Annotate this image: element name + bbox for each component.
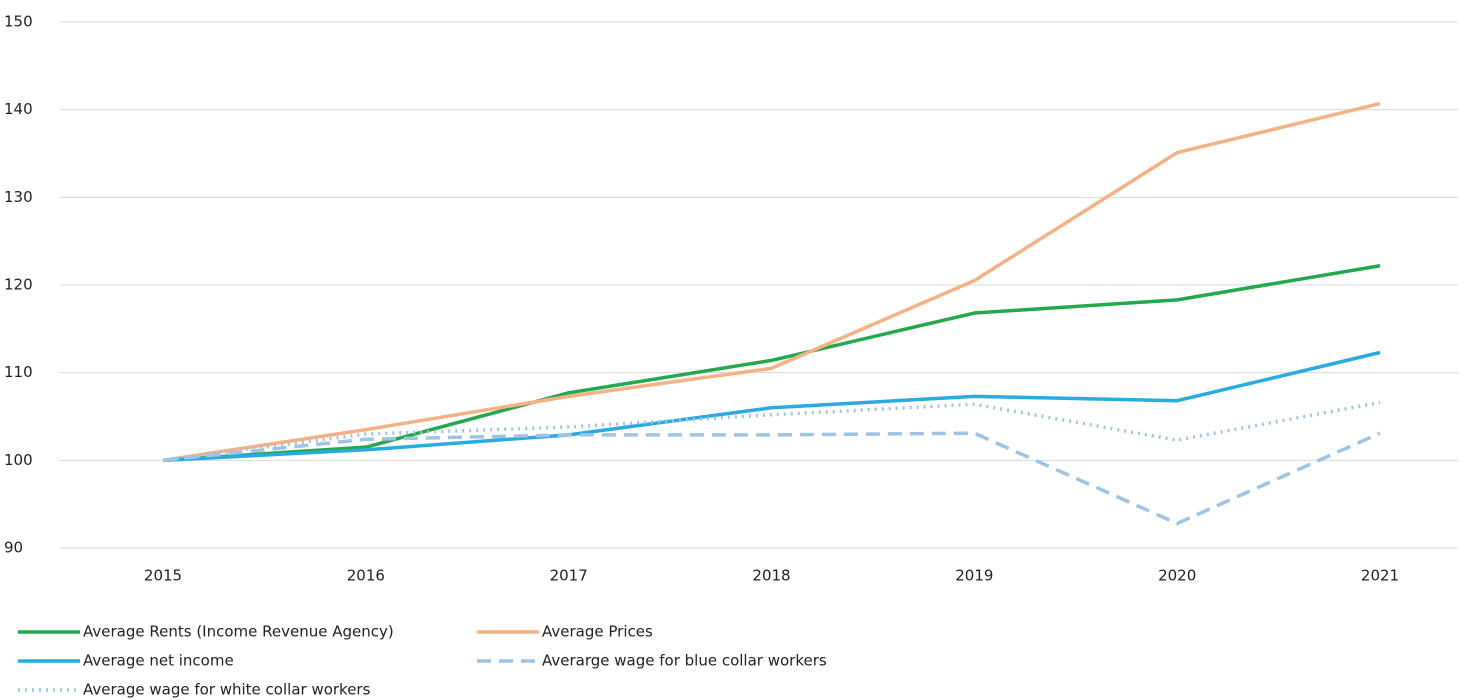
series-line (162, 431, 1381, 526)
x-tick-label: 2020 (1158, 567, 1196, 585)
series-line (162, 263, 1381, 463)
y-tick-label: 100 (4, 451, 33, 469)
y-tick-label: 140 (4, 100, 33, 118)
legend-label: Average Rents (Income Revenue Agency) (83, 623, 394, 641)
legend-label: Average Prices (542, 623, 653, 641)
legend-label: Averarge wage for blue collar workers (542, 652, 827, 670)
x-tick-label: 2016 (347, 567, 385, 585)
x-tick-label: 2015 (144, 567, 182, 585)
x-tick-label: 2019 (955, 567, 993, 585)
series-line (162, 101, 1381, 463)
y-tick-label: 90 (4, 539, 23, 557)
y-tick-label: 130 (4, 188, 33, 206)
x-tick-label: 2017 (550, 567, 588, 585)
series-line (162, 400, 1381, 463)
x-tick-label: 2021 (1361, 567, 1399, 585)
x-tick-label: 2018 (752, 567, 790, 585)
legend-label: Average net income (83, 652, 234, 670)
y-tick-label: 110 (4, 363, 33, 381)
series-line (162, 350, 1381, 463)
y-tick-label: 150 (4, 13, 33, 31)
legend-label: Average wage for white collar workers (83, 681, 371, 699)
y-tick-label: 120 (4, 276, 33, 294)
